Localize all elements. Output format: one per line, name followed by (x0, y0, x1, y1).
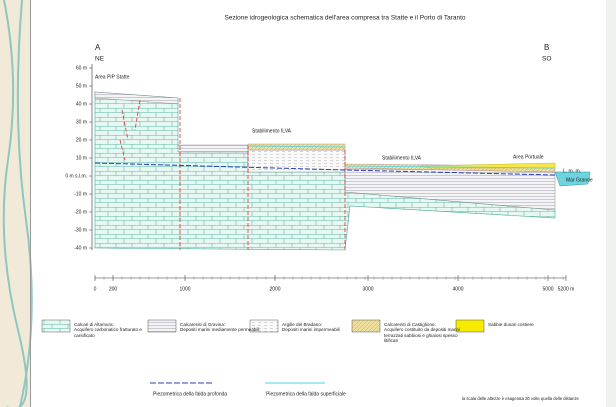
y-tick-label: 50 m (76, 83, 87, 89)
end-letter: A (95, 43, 101, 52)
y-tick-label: -20 m (74, 209, 87, 215)
argille-bradano (248, 150, 345, 172)
y-tick-label: 60 m (76, 65, 87, 71)
legend-text: Calcari di Altamura:Acquifero carbonatic… (74, 322, 154, 338)
site-label: Area PIP Statte (95, 74, 130, 80)
page: Sezione idrogeologica schematica dell'ar… (0, 0, 616, 407)
site-label: Stabilimento ILVA (382, 155, 422, 161)
border (30, 0, 31, 407)
map-margin (606, 0, 616, 407)
end-letter: B (544, 43, 549, 52)
site-label: L. m. m. (563, 168, 581, 174)
legend-line-label: Piezometrica della falda profonda (153, 391, 227, 397)
x-tick-label: 2000 (269, 286, 280, 292)
end-direction: NE (95, 56, 105, 63)
x-tick-label: 5200 m (558, 286, 575, 292)
legend-swatch (42, 320, 70, 332)
x-tick-label: 4000 (452, 286, 463, 292)
x-tick-label: 200 (109, 286, 118, 292)
y-tick-label: -10 m (74, 191, 87, 197)
title: Sezione idrogeologica schematica dell'ar… (224, 15, 465, 22)
legend-text: Calcareniti di Castiglione:Acquifero cos… (384, 322, 464, 344)
legend-unit-name: Sabbie dunari costiere (488, 322, 534, 327)
legend-text: Sabbie dunari costiere (488, 322, 568, 327)
legend-text: Argille del Bradano:Depositi marini impe… (282, 322, 362, 333)
legend-unit-name: Calcareniti di Gravina: (180, 322, 225, 327)
legend-unit-description: Depositi marini impermeabili (282, 327, 362, 332)
legend-unit-name: Argille del Bradano: (282, 322, 322, 327)
site-label: Stabilimento ILVA (252, 128, 292, 134)
legend-unit-name: Calcareniti di Castiglione: (384, 322, 436, 327)
legend-line-label: Piezometrica della falda superficiale (266, 391, 346, 397)
y-tick-label: 30 m (76, 119, 87, 125)
y-tick-label: 10 m (76, 155, 87, 161)
x-tick-label: 5000 (542, 286, 553, 292)
legend-unit-name: Calcari di Altamura: (74, 322, 114, 327)
site-label: Mar Grande (566, 177, 593, 183)
x-tick-label: 1000 (179, 286, 190, 292)
x-tick-label: 0 (94, 286, 97, 292)
legend-unit-description: Depositi marini mediamente permeabili (180, 327, 260, 332)
y-tick-label: 0 m s.l.m. (65, 173, 87, 179)
y-tick-label: -40 m (74, 245, 87, 251)
y-tick-label: 20 m (76, 137, 87, 143)
legend-unit-description: Acquifero carbonatico fratturato e carsi… (74, 327, 154, 338)
legend-unit-description: Acquifero costituito da depositi marini … (384, 327, 464, 343)
drawing: Sezione idrogeologica schematica dell'ar… (0, 0, 616, 407)
legend-text: Calcareniti di Gravina:Depositi marini m… (180, 322, 260, 333)
note: la scala delle altezze è esagerata 20 vo… (462, 396, 580, 401)
calcareniti-gravina (178, 145, 248, 152)
y-tick-label: 40 m (76, 101, 87, 107)
end-direction: SO (542, 56, 551, 63)
site-label: Area Portuale (513, 154, 544, 160)
x-tick-label: 3000 (362, 286, 373, 292)
y-tick-label: -30 m (74, 227, 87, 233)
